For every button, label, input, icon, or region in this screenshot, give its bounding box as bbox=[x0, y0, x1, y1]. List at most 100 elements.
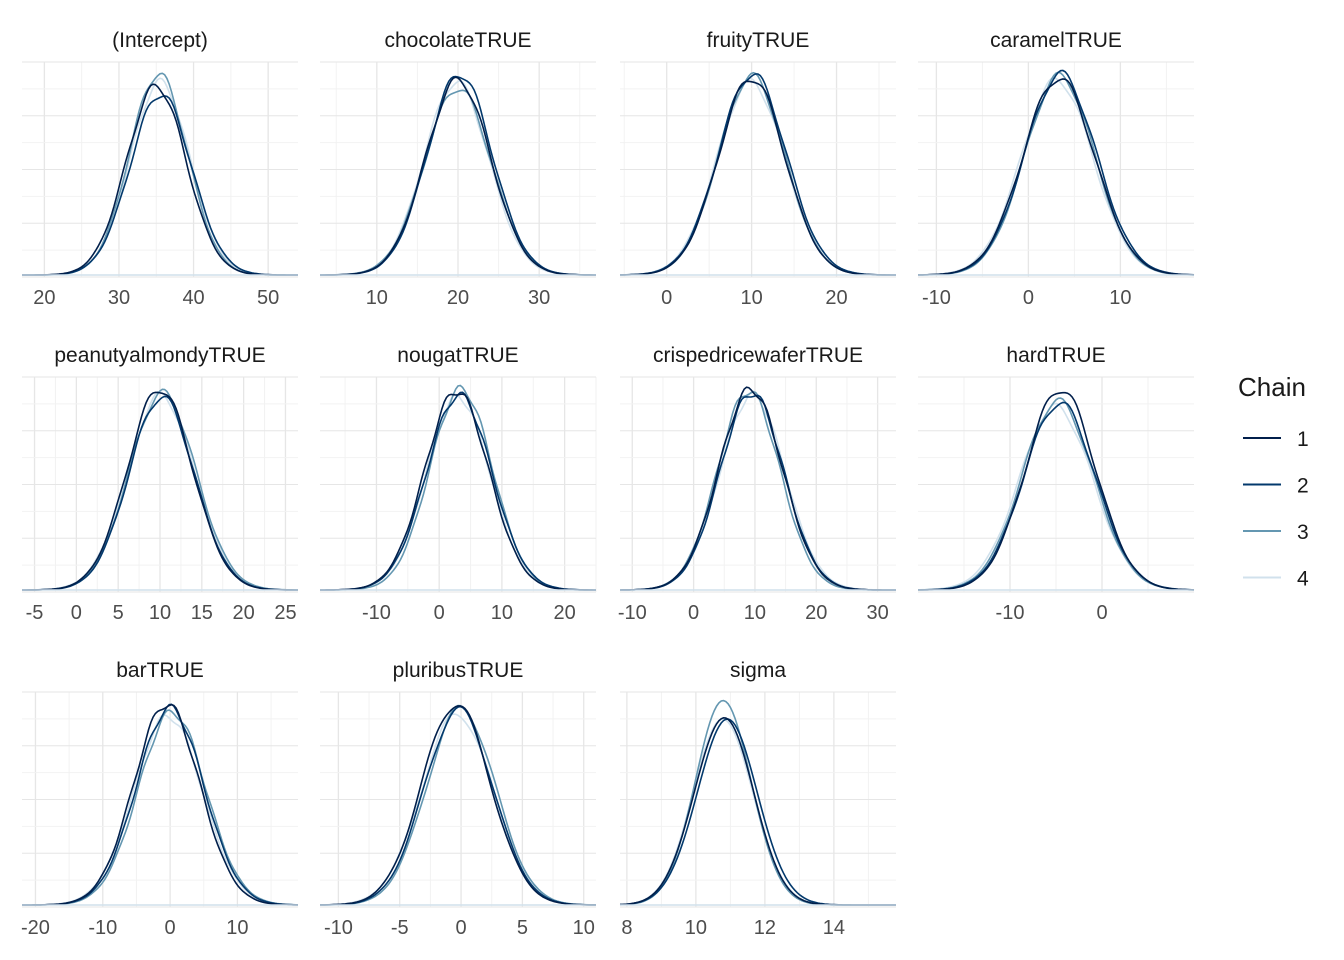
x-tick-label: 20 bbox=[33, 287, 55, 309]
facet-panel: peanutyalmondyTRUE -5 0 5 10 15 20 25 bbox=[22, 344, 299, 624]
density-line-chain-2 bbox=[22, 95, 298, 276]
facet-title: sigma bbox=[730, 659, 786, 682]
density-line-chain-3 bbox=[918, 71, 1195, 276]
facet-title: caramelTRUE bbox=[990, 29, 1122, 52]
density-line-chain-4 bbox=[619, 390, 896, 591]
x-tick-label: -10 bbox=[362, 602, 391, 624]
x-tick-label: 20 bbox=[825, 287, 847, 309]
x-tick-label: 0 bbox=[165, 917, 176, 939]
density-line-chain-3 bbox=[619, 391, 896, 591]
x-tick-label: 5 bbox=[517, 917, 528, 939]
x-tick-label: 10 bbox=[491, 602, 513, 624]
facet-panel: nougatTRUE -10 0 10 20 bbox=[320, 344, 597, 624]
density-line-chain-4 bbox=[320, 393, 596, 591]
facet-panel: crispedricewaferTRUE -10 0 10 20 30 bbox=[618, 344, 896, 624]
facet-title: barTRUE bbox=[116, 659, 204, 682]
x-tick-label: -20 bbox=[21, 917, 50, 939]
facet-title: (Intercept) bbox=[112, 29, 208, 52]
density-line-chain-3 bbox=[319, 704, 596, 906]
facet-title: hardTRUE bbox=[1006, 344, 1105, 367]
x-tick-label: 10 bbox=[573, 917, 595, 939]
density-line-chain-3 bbox=[918, 397, 1195, 591]
x-tick-label: 10 bbox=[744, 602, 766, 624]
x-tick-label: 0 bbox=[661, 287, 672, 309]
density-line-chain-2 bbox=[620, 73, 896, 276]
x-tick-label: 40 bbox=[182, 287, 204, 309]
x-tick-label: 30 bbox=[866, 602, 888, 624]
facet-title: peanutyalmondyTRUE bbox=[54, 344, 265, 367]
legend-label: 1 bbox=[1297, 428, 1309, 451]
density-line-chain-1 bbox=[917, 391, 1195, 591]
density-line-chain-1 bbox=[22, 703, 298, 906]
density-line-chain-2 bbox=[22, 703, 299, 906]
density-line-chain-3 bbox=[320, 384, 596, 591]
facet-title: crispedricewaferTRUE bbox=[653, 344, 863, 367]
facet-panel: (Intercept) 20 30 40 50 bbox=[22, 29, 298, 309]
facet-title: fruityTRUE bbox=[707, 29, 810, 52]
density-line-chain-2 bbox=[320, 705, 596, 906]
x-tick-label: 14 bbox=[823, 917, 845, 939]
x-tick-label: 30 bbox=[528, 287, 550, 309]
x-tick-label: 30 bbox=[108, 287, 130, 309]
x-tick-label: 20 bbox=[233, 602, 255, 624]
density-line-chain-4 bbox=[619, 77, 896, 276]
facet-panel: barTRUE -20 -10 0 10 bbox=[21, 659, 299, 939]
x-tick-label: 10 bbox=[685, 917, 707, 939]
density-line-chain-1 bbox=[320, 393, 596, 591]
facet-panel: caramelTRUE -10 0 10 bbox=[918, 29, 1195, 309]
x-tick-label: -5 bbox=[26, 602, 44, 624]
x-tick-label: 20 bbox=[554, 602, 576, 624]
legend-label: 4 bbox=[1297, 568, 1309, 591]
density-line-chain-4 bbox=[918, 77, 1195, 276]
x-tick-label: 0 bbox=[1023, 287, 1034, 309]
density-line-chain-1 bbox=[918, 78, 1194, 276]
density-line-chain-4 bbox=[22, 77, 298, 276]
facet-panel: fruityTRUE 0 10 20 bbox=[619, 29, 896, 309]
legend-label: 2 bbox=[1297, 475, 1309, 498]
x-tick-label: 8 bbox=[621, 917, 632, 939]
x-tick-label: 10 bbox=[366, 287, 388, 309]
x-tick-label: 20 bbox=[447, 287, 469, 309]
x-tick-label: 0 bbox=[456, 917, 467, 939]
density-line-chain-1 bbox=[22, 391, 298, 591]
facet-panel: sigma 8 10 12 14 bbox=[619, 659, 896, 939]
legend-label: 3 bbox=[1297, 521, 1309, 544]
legend: Chain 1 2 3 4 bbox=[1238, 372, 1309, 591]
density-line-chain-1 bbox=[620, 80, 896, 276]
x-tick-label: 10 bbox=[149, 602, 171, 624]
density-line-chain-1 bbox=[619, 386, 896, 591]
x-tick-label: 0 bbox=[1096, 602, 1107, 624]
x-tick-label: -10 bbox=[618, 602, 647, 624]
x-tick-label: -10 bbox=[922, 287, 951, 309]
x-tick-label: 5 bbox=[113, 602, 124, 624]
x-tick-label: -10 bbox=[324, 917, 353, 939]
facet-panel: pluribusTRUE -10 -5 0 5 10 bbox=[319, 659, 596, 939]
density-line-chain-3 bbox=[620, 71, 896, 276]
x-tick-label: 12 bbox=[754, 917, 776, 939]
x-tick-label: 0 bbox=[434, 602, 445, 624]
x-tick-label: 10 bbox=[741, 287, 763, 309]
x-tick-label: 25 bbox=[274, 602, 296, 624]
density-line-chain-1 bbox=[320, 705, 596, 906]
x-tick-label: -10 bbox=[996, 602, 1025, 624]
x-tick-label: -5 bbox=[391, 917, 409, 939]
legend-title: Chain bbox=[1238, 372, 1306, 402]
density-line-chain-2 bbox=[619, 394, 896, 591]
x-tick-label: 10 bbox=[1109, 287, 1131, 309]
facet-title: chocolateTRUE bbox=[384, 29, 531, 52]
density-line-chain-2 bbox=[320, 391, 596, 591]
x-tick-label: 15 bbox=[191, 602, 213, 624]
facet-title: nougatTRUE bbox=[397, 344, 518, 367]
x-tick-label: 0 bbox=[71, 602, 82, 624]
density-line-chain-2 bbox=[918, 69, 1195, 276]
x-tick-label: -10 bbox=[88, 917, 117, 939]
facet-panel: hardTRUE -10 0 bbox=[917, 344, 1195, 624]
density-line-chain-3 bbox=[22, 709, 298, 906]
density-line-chain-4 bbox=[22, 713, 299, 906]
x-tick-label: 10 bbox=[226, 917, 248, 939]
x-tick-label: 20 bbox=[805, 602, 827, 624]
facet-panel: chocolateTRUE 10 20 30 bbox=[320, 29, 596, 309]
facet-title: pluribusTRUE bbox=[393, 659, 524, 682]
x-tick-label: 50 bbox=[257, 287, 279, 309]
